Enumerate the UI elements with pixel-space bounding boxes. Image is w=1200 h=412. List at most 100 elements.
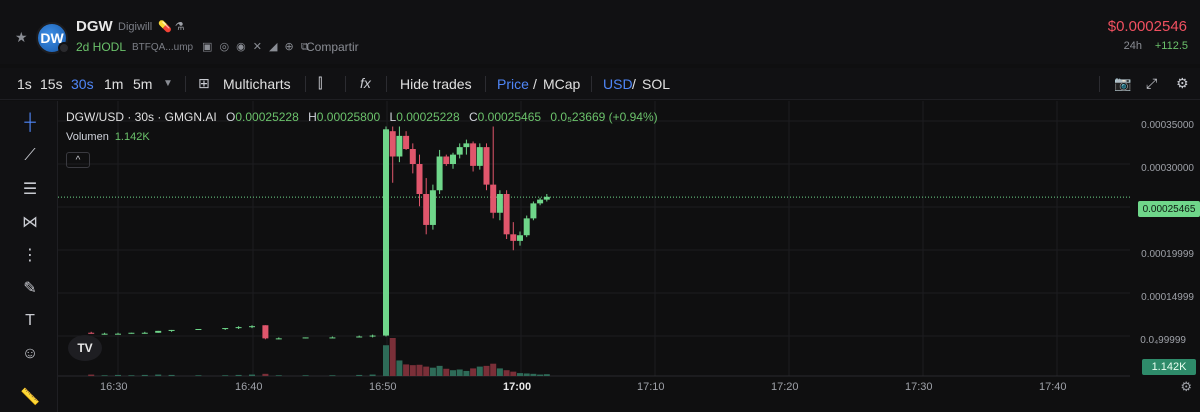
- volume-bar: [423, 366, 430, 376]
- candle-body: [510, 234, 517, 241]
- volume-bar: [450, 370, 456, 376]
- candle-body: [543, 196, 550, 200]
- candle-body: [249, 326, 255, 328]
- volume-bar: [168, 374, 175, 376]
- volume-legend: Volumen 1.142K: [66, 131, 150, 143]
- candle-body: [409, 149, 416, 164]
- social-links-icon[interactable]: ▣ ◎ ◉ ✕ ◢ ⊕ ⧉: [202, 41, 311, 53]
- fullscreen-icon[interactable]: ⤢: [1146, 75, 1158, 91]
- volume-bar: [396, 360, 403, 376]
- candle-body: [517, 235, 523, 241]
- candle-body: [88, 332, 95, 334]
- current-volume-label: 1.142K: [1142, 359, 1196, 375]
- settings-icon[interactable]: ⚙: [1176, 75, 1189, 91]
- volume-bar: [141, 374, 148, 376]
- token-tags-icon: 💊 ⚗: [158, 21, 185, 33]
- chart-toolbar: 1s 15s 30s 1m 5m ▼ ⊞ Multicharts ⫿ fx Hi…: [0, 68, 1200, 100]
- brush-icon[interactable]: ✎: [23, 280, 37, 297]
- legend-high: 0.00025800: [316, 110, 381, 124]
- interval-15s[interactable]: 15s: [40, 76, 63, 92]
- y-tick-label: 0.00030000: [1141, 163, 1194, 174]
- interval-5m[interactable]: 5m: [133, 76, 153, 92]
- legend-change: 0.0₅23669 (+0.94%): [550, 110, 658, 124]
- chart-settings-icon[interactable]: ⚙: [1180, 379, 1192, 394]
- volume-bar: [443, 368, 450, 376]
- volume-bar: [195, 375, 202, 376]
- volume-bar: [389, 338, 396, 376]
- volume-bar: [463, 370, 470, 376]
- volume-bar: [483, 365, 490, 376]
- candle-body: [537, 199, 544, 204]
- candle-body: [443, 156, 450, 164]
- hide-trades-button[interactable]: Hide trades: [400, 76, 472, 92]
- candle-body: [396, 135, 403, 157]
- multicharts-button[interactable]: Multicharts: [223, 76, 291, 92]
- volume-bar: [517, 373, 523, 376]
- volume-bar: [383, 345, 389, 376]
- candle-style-icon[interactable]: ⫿: [318, 75, 323, 91]
- volume-bar: [369, 374, 376, 376]
- legend-close: 0.00025465: [477, 110, 542, 124]
- camera-icon[interactable]: 📷: [1114, 75, 1132, 91]
- favorite-star-icon[interactable]: ★: [15, 29, 28, 45]
- ruler-icon[interactable]: 📏: [20, 389, 40, 406]
- current-price-label: 0.00025465: [1138, 201, 1200, 217]
- volume-bar: [403, 364, 410, 376]
- candle-body: [128, 332, 135, 334]
- volume-bar: [88, 374, 95, 376]
- fib-levels-icon[interactable]: ☰: [22, 181, 38, 198]
- legend-open-label: O: [226, 110, 236, 124]
- interval-dropdown-icon[interactable]: ▼: [163, 78, 173, 89]
- candle-body: [356, 336, 363, 338]
- candle-body: [490, 184, 497, 213]
- volume-bar: [476, 366, 483, 376]
- volume-bar: [356, 374, 363, 376]
- drawing-toolbar: ┼ ⟋ ☰ ⋈ ⋮ ✎ T ☺ 📏: [0, 101, 58, 412]
- usd-toggle[interactable]: USD: [603, 76, 633, 92]
- trendline-icon[interactable]: ⟋: [24, 147, 36, 164]
- token-symbol: DGW: [76, 18, 113, 35]
- x-tick-label: 16:30: [100, 381, 128, 393]
- volume-bar: [416, 364, 423, 376]
- indicators-fx-icon[interactable]: fx: [360, 75, 371, 91]
- share-link[interactable]: Compartir: [306, 40, 359, 54]
- volume-bar: [302, 375, 309, 376]
- volume-bar: [543, 374, 550, 376]
- token-price: $0.0002546: [1107, 18, 1187, 35]
- volume-bar: [503, 370, 510, 376]
- token-address[interactable]: BTFQA...ump: [132, 42, 194, 53]
- interval-1s[interactable]: 1s: [17, 76, 32, 92]
- candle-body: [235, 327, 242, 329]
- volume-bar: [470, 368, 477, 376]
- candle-body: [155, 330, 162, 333]
- emoji-icon[interactable]: ☺: [21, 345, 39, 362]
- projection-icon[interactable]: ⋮: [22, 247, 38, 264]
- volume-bar: [262, 373, 269, 376]
- candle-body: [496, 194, 503, 213]
- y-tick-label: 0.00019999: [1141, 249, 1194, 260]
- pattern-icon[interactable]: ⋈: [22, 214, 38, 231]
- price-chart[interactable]: DGW/USD · 30s · GMGN.AI O0.00025228 H0.0…: [58, 101, 1200, 412]
- toolbar-divider: [485, 76, 486, 92]
- add-chart-icon[interactable]: ⊞: [198, 75, 210, 91]
- interval-30s[interactable]: 30s: [71, 76, 94, 92]
- collapse-legend-button[interactable]: ^: [66, 152, 90, 168]
- x-tick-label: 17:30: [905, 381, 933, 393]
- x-tick-label: 16:50: [369, 381, 397, 393]
- sol-toggle[interactable]: SOL: [642, 76, 671, 92]
- candle-body: [476, 147, 483, 166]
- token-header: ★ DW DGW Digiwill 💊 ⚗ 2d HODL BTFQA...um…: [0, 0, 1200, 64]
- candle-body: [463, 143, 470, 148]
- volume-bar: [222, 375, 229, 376]
- y-tick-label: 0.00035000: [1141, 120, 1194, 131]
- mcap-toggle[interactable]: MCap: [543, 76, 581, 92]
- legend-close-label: C: [468, 110, 478, 124]
- interval-1m[interactable]: 1m: [104, 76, 124, 92]
- chart-canvas[interactable]: [58, 101, 1200, 412]
- volume-bar: [496, 368, 503, 376]
- legend-low: 0.00025228: [396, 110, 460, 124]
- y-tick-label: 0.0₄99999: [1140, 335, 1186, 346]
- crosshair-icon[interactable]: ┼: [24, 114, 36, 131]
- text-tool-icon[interactable]: T: [25, 312, 35, 329]
- price-toggle[interactable]: Price: [497, 76, 529, 92]
